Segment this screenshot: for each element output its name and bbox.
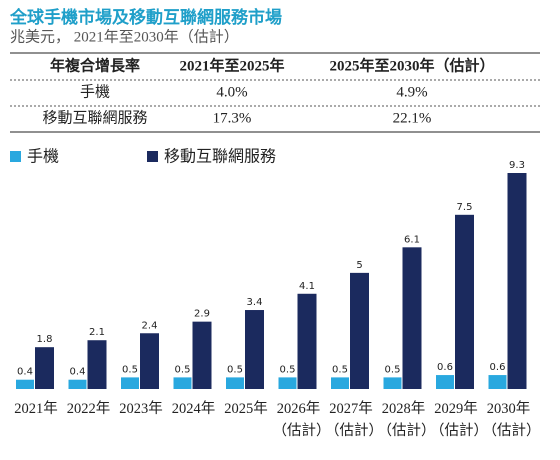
- bar: [455, 214, 474, 389]
- table-cell: 17.3%: [213, 110, 252, 126]
- x-tick-label: 2028年（估計）: [377, 401, 436, 439]
- value-label: 0.6: [437, 362, 453, 373]
- table-cell: 移動互聯網服務: [42, 109, 147, 126]
- table-header: 2021年至2025年: [179, 56, 284, 74]
- value-label: 0.5: [385, 364, 401, 375]
- x-tick-label: 2023年: [119, 401, 163, 417]
- bar: [140, 333, 159, 389]
- value-label: 4.1: [299, 281, 315, 292]
- value-label: 2.4: [142, 320, 158, 331]
- chart-subtitle: 兆美元， 2021年至2030年（估計）: [10, 28, 239, 45]
- value-label: 2.1: [89, 327, 105, 338]
- table-header: 2025年至2030年（估計）: [329, 56, 494, 74]
- bar: [297, 293, 317, 389]
- x-tick-label: 2021年: [14, 401, 58, 417]
- value-label: 0.6: [490, 362, 506, 373]
- chart-title: 全球手機市場及移動互聯網服務市場: [9, 7, 282, 28]
- bar: [278, 377, 297, 389]
- value-label: 6.1: [404, 234, 420, 245]
- legend-label: 手機: [27, 147, 59, 166]
- legend-swatch: [147, 151, 158, 162]
- legend-label: 移動互聯網服務: [164, 147, 276, 166]
- bar: [121, 377, 139, 389]
- bar: [383, 377, 402, 389]
- x-tick-label: 2027年（估計）: [325, 401, 383, 439]
- bar: [226, 377, 244, 389]
- x-tick-label: 2025年: [224, 401, 268, 417]
- bar: [87, 340, 107, 389]
- value-label: 0.5: [227, 364, 243, 375]
- bar: [173, 377, 192, 389]
- value-label: 9.3: [509, 160, 525, 171]
- bar: [331, 377, 349, 389]
- bar: [402, 247, 422, 389]
- bar: [507, 173, 527, 389]
- bar: [192, 321, 212, 389]
- value-label: 0.5: [332, 364, 348, 375]
- value-label: 1.8: [37, 334, 53, 345]
- value-label: 3.4: [247, 297, 263, 308]
- table-cell: 4.0%: [216, 84, 247, 100]
- bar: [68, 379, 87, 389]
- value-label: 0.5: [280, 364, 296, 375]
- x-tick-label: 2024年: [171, 401, 216, 417]
- x-tick-label: 2026年（估計）: [272, 401, 331, 439]
- table-cell: 手機: [80, 83, 110, 100]
- table-cell: 4.9%: [396, 84, 427, 100]
- bar: [350, 272, 369, 389]
- x-tick-label: 2022年: [66, 401, 111, 417]
- x-tick-label: 2029年（估計）: [430, 401, 488, 439]
- value-label: 0.5: [122, 364, 138, 375]
- table-header: 年複合增長率: [50, 56, 140, 74]
- bar: [16, 379, 34, 389]
- x-tick-label: 2030年（估計）: [482, 401, 541, 439]
- legend-swatch: [10, 151, 21, 162]
- bar: [436, 375, 454, 389]
- value-label: 0.4: [70, 367, 86, 378]
- value-label: 0.4: [17, 367, 33, 378]
- bar: [488, 375, 507, 389]
- bar: [245, 310, 264, 389]
- value-label: 5: [356, 260, 362, 271]
- value-label: 0.5: [175, 364, 191, 375]
- table-cell: 22.1%: [393, 110, 432, 126]
- bar: [35, 347, 54, 389]
- value-label: 2.9: [194, 309, 210, 320]
- value-label: 7.5: [457, 202, 473, 213]
